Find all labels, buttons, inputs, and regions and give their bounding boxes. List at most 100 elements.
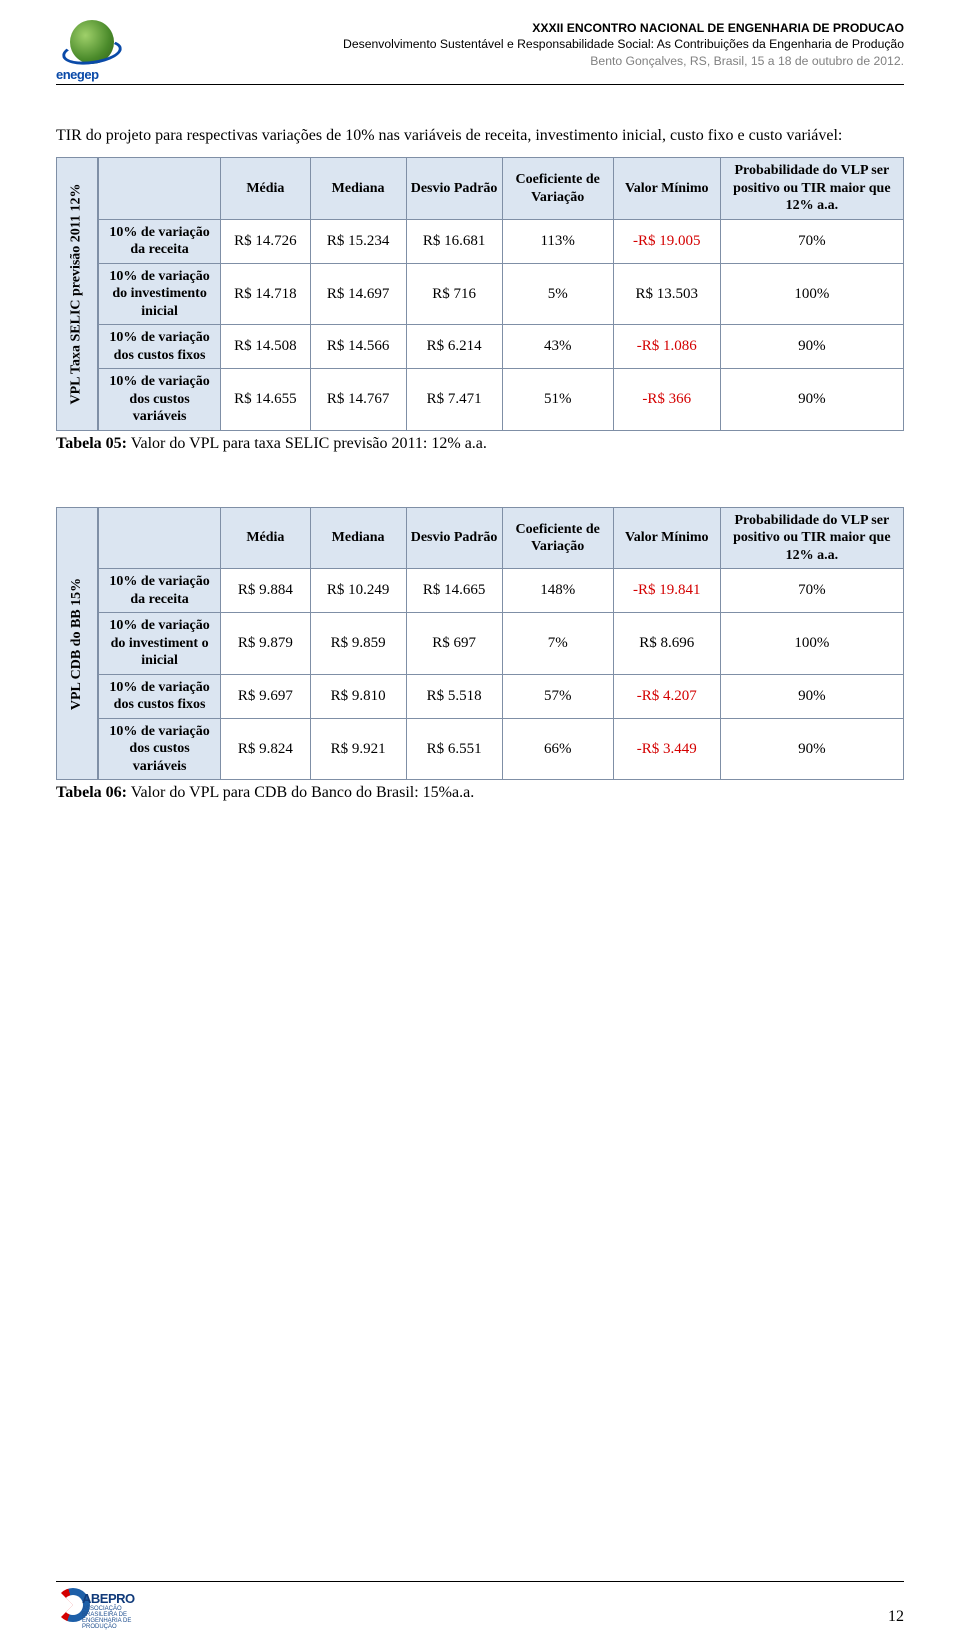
enegep-logo: enegep [56,20,128,80]
col-desvio: Desvio Padrão [406,158,502,220]
row-label: 10% de variação da receita [99,219,221,263]
row-label: 10% de variação dos custos variáveis [99,718,221,780]
col-media: Média [221,158,310,220]
cell-desvio: R$ 6.214 [406,325,502,369]
cell-vmin: -R$ 366 [613,369,720,431]
table-2-caption: Tabela 06: Valor do VPL para CDB do Banc… [56,784,904,802]
cell-mediana: R$ 15.234 [310,219,406,263]
row-label: 10% de variação do investiment o inicial [99,613,221,675]
table-1-caption: Tabela 05: Valor do VPL para taxa SELIC … [56,435,904,453]
col-prob: Probabilidade do VLP ser positivo ou TIR… [720,158,903,220]
cell-coef: 57% [502,674,613,718]
table-row: 10% de variação do investiment o inicial… [99,613,904,675]
header-line-1: XXXII ENCONTRO NACIONAL DE ENGENHARIA DE… [343,20,904,36]
col-vmin: Valor Mínimo [613,507,720,569]
cell-media: R$ 14.726 [221,219,310,263]
cell-prob: 100% [720,613,903,675]
table-2: Média Mediana Desvio Padrão Coeficiente … [98,507,904,781]
table-row: 10% de variação do investimento inicial … [99,263,904,325]
col-vmin: Valor Mínimo [613,158,720,220]
cell-vmin: -R$ 1.086 [613,325,720,369]
cell-prob: 90% [720,369,903,431]
table-row: 10% de variação dos custos variáveis R$ … [99,369,904,431]
caption-label: Tabela 05: [56,435,127,452]
cell-prob: 70% [720,569,903,613]
row-label: 10% de variação da receita [99,569,221,613]
cell-vmin: -R$ 19.841 [613,569,720,613]
row-label: 10% de variação dos custos variáveis [99,369,221,431]
blank-header [99,507,221,569]
cell-coef: 5% [502,263,613,325]
col-mediana: Mediana [310,158,406,220]
page-number: 12 [888,1608,904,1626]
table-1-vertical-label: VPL Taxa SELIC previsão 2011 12% [69,184,85,405]
cell-prob: 90% [720,674,903,718]
page-footer: ABEPRO ASSOCIAÇÃO BRASILEIRA DE ENGENHAR… [56,1581,904,1626]
header-text-block: XXXII ENCONTRO NACIONAL DE ENGENHARIA DE… [343,20,904,69]
cell-prob: 100% [720,263,903,325]
cell-desvio: R$ 16.681 [406,219,502,263]
col-prob: Probabilidade do VLP ser positivo ou TIR… [720,507,903,569]
cell-vmin: -R$ 4.207 [613,674,720,718]
cell-coef: 51% [502,369,613,431]
table-2-vertical-label: VPL CDB do BB 15% [69,578,85,710]
cell-prob: 70% [720,219,903,263]
table-header-row: Média Mediana Desvio Padrão Coeficiente … [99,507,904,569]
col-media: Média [221,507,310,569]
col-mediana: Mediana [310,507,406,569]
cell-desvio: R$ 697 [406,613,502,675]
table-2-vertical-label-cell: VPL CDB do BB 15% [56,507,98,781]
page-header: enegep XXXII ENCONTRO NACIONAL DE ENGENH… [56,20,904,85]
caption-label: Tabela 06: [56,784,127,801]
cell-mediana: R$ 14.767 [310,369,406,431]
col-desvio: Desvio Padrão [406,507,502,569]
cell-mediana: R$ 9.810 [310,674,406,718]
col-coef: Coeficiente de Variação [502,158,613,220]
cell-media: R$ 14.655 [221,369,310,431]
cell-desvio: R$ 5.518 [406,674,502,718]
cell-mediana: R$ 10.249 [310,569,406,613]
col-coef: Coeficiente de Variação [502,507,613,569]
cell-vmin: R$ 13.503 [613,263,720,325]
table-row: 10% de variação dos custos fixos R$ 9.69… [99,674,904,718]
cell-desvio: R$ 7.471 [406,369,502,431]
cell-desvio: R$ 716 [406,263,502,325]
row-label: 10% de variação do investimento inicial [99,263,221,325]
cell-coef: 113% [502,219,613,263]
cell-media: R$ 14.508 [221,325,310,369]
cell-vmin: -R$ 19.005 [613,219,720,263]
logo-label: enegep [56,67,99,82]
intro-paragraph: TIR do projeto para respectivas variaçõe… [56,125,904,147]
cell-prob: 90% [720,718,903,780]
table-row: 10% de variação dos custos variáveis R$ … [99,718,904,780]
footer-logo-subtext: ASSOCIAÇÃO BRASILEIRA DE ENGENHARIA DE P… [82,1606,156,1630]
cell-vmin: R$ 8.696 [613,613,720,675]
header-line-2: Desenvolvimento Sustentável e Responsabi… [343,36,904,52]
table-header-row: Média Mediana Desvio Padrão Coeficiente … [99,158,904,220]
cell-desvio: R$ 14.665 [406,569,502,613]
cell-media: R$ 9.879 [221,613,310,675]
footer-logo-text: ABEPRO [82,1591,135,1606]
cell-mediana: R$ 9.859 [310,613,406,675]
cell-media: R$ 9.697 [221,674,310,718]
row-label: 10% de variação dos custos fixos [99,674,221,718]
table-row: 10% de variação da receita R$ 9.884 R$ 1… [99,569,904,613]
row-label: 10% de variação dos custos fixos [99,325,221,369]
caption-text: Valor do VPL para taxa SELIC previsão 20… [127,435,487,452]
cell-media: R$ 9.824 [221,718,310,780]
cell-coef: 148% [502,569,613,613]
table-row: 10% de variação da receita R$ 14.726 R$ … [99,219,904,263]
cell-mediana: R$ 14.566 [310,325,406,369]
cell-mediana: R$ 9.921 [310,718,406,780]
table-1-wrap: VPL Taxa SELIC previsão 2011 12% Média M… [56,157,904,431]
cell-mediana: R$ 14.697 [310,263,406,325]
cell-media: R$ 14.718 [221,263,310,325]
blank-header [99,158,221,220]
cell-coef: 7% [502,613,613,675]
cell-vmin: -R$ 3.449 [613,718,720,780]
table-1-vertical-label-cell: VPL Taxa SELIC previsão 2011 12% [56,157,98,431]
table-1: Média Mediana Desvio Padrão Coeficiente … [98,157,904,431]
cell-coef: 43% [502,325,613,369]
cell-desvio: R$ 6.551 [406,718,502,780]
caption-text: Valor do VPL para CDB do Banco do Brasil… [127,784,474,801]
